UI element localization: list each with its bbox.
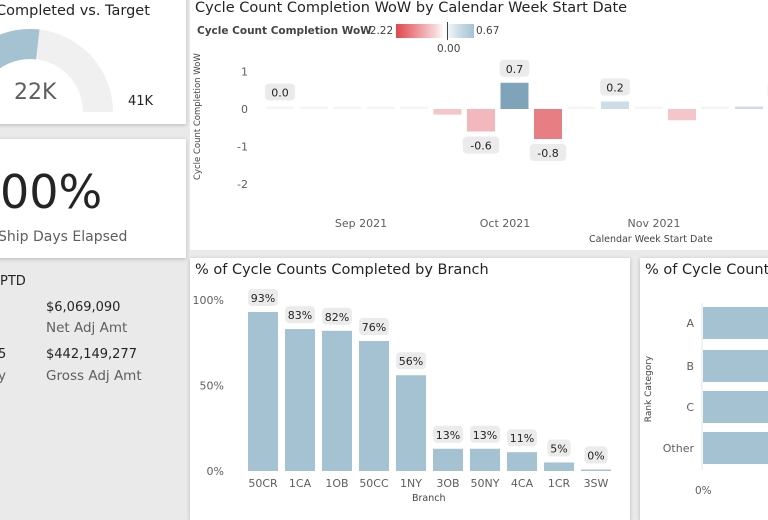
branch-x-tick-8: 1CR — [548, 477, 571, 490]
wow-x-tick-0: Sep 2021 — [335, 217, 387, 230]
branch-data-label-7: 11% — [510, 432, 534, 445]
wow-bar-2 — [333, 107, 361, 110]
branch-x-tick-9: 3SW — [584, 477, 609, 490]
wow-bar-7 — [501, 83, 529, 109]
branch-bar-1 — [285, 329, 315, 471]
wow-bar-8 — [534, 109, 562, 139]
wow-bar-4 — [400, 107, 428, 110]
branch-card: % of Cycle Counts Completed by Branch 0%… — [190, 258, 630, 520]
ptd-net-label: Net Adj Amt — [46, 320, 127, 336]
branch-chart: 0% 50% 100% 93% 50CR 83% 1CA 82% 1OB 76% 50CC 56% 1N… — [190, 258, 630, 520]
rank-bar-0 — [703, 307, 768, 339]
kpi-card: 00% Ship Days Elapsed — [0, 139, 186, 258]
wow-bar-6 — [467, 109, 495, 132]
gauge-value-label: 22K — [14, 80, 56, 105]
wow-bar-11 — [635, 107, 663, 110]
ptd-gross-value: $442,149,277 — [46, 347, 137, 362]
branch-bar-6 — [470, 449, 500, 471]
branch-bar-4 — [396, 375, 426, 471]
branch-x-tick-7: 4CA — [511, 477, 534, 490]
branch-data-label-1: 83% — [288, 309, 312, 322]
rank-y-tick-1: B — [686, 360, 694, 373]
ptd-gross-prefix: 5 — [0, 347, 6, 362]
gauge-target-label: 41K — [128, 94, 153, 109]
wow-bar-5 — [434, 109, 462, 115]
wow-x-axis-title: Calendar Week Start Date — [589, 234, 713, 245]
rank-y-tick-3: Other — [663, 442, 695, 455]
gauge-card: Completed vs. Target 22K 41K — [0, 0, 186, 124]
branch-bar-9 — [581, 470, 611, 472]
wow-y-tick-0: 1 — [241, 66, 248, 79]
branch-bar-0 — [248, 312, 278, 471]
rank-y-axis-title: Rank Category — [644, 349, 654, 429]
branch-x-tick-3: 50CC — [359, 477, 389, 490]
branch-data-label-5: 13% — [436, 429, 460, 442]
branch-bar-8 — [544, 462, 574, 471]
wow-data-label-10: 0.2 — [606, 82, 624, 95]
wow-bar-3 — [367, 107, 395, 110]
branch-x-tick-5: 3OB — [436, 477, 459, 490]
rank-bar-1 — [703, 350, 768, 382]
branch-data-label-2: 82% — [325, 311, 349, 324]
wow-data-label-8: -0.8 — [537, 147, 558, 160]
branch-data-label-4: 56% — [399, 355, 423, 368]
wow-x-tick-1: Oct 2021 — [480, 217, 531, 230]
rank-chart: A B C Other — [640, 258, 768, 520]
branch-y-tick-2: 100% — [193, 294, 224, 307]
wow-bar-13 — [702, 107, 730, 110]
wow-data-label-6: -0.6 — [470, 140, 491, 153]
branch-data-label-9: 0% — [587, 450, 604, 463]
branch-data-label-3: 76% — [362, 321, 386, 334]
wow-y-tick-3: -2 — [237, 178, 248, 191]
wow-data-label-7: 0.7 — [506, 63, 524, 76]
branch-x-tick-2: 1OB — [325, 477, 348, 490]
branch-bar-7 — [507, 452, 537, 471]
wow-x-tick-2: Nov 2021 — [628, 217, 681, 230]
wow-bar-12 — [668, 109, 696, 120]
branch-y-tick-1: 50% — [200, 380, 224, 393]
wow-card: Cycle Count Completion WoW by Calendar W… — [190, 0, 768, 250]
wow-y-tick-2: -1 — [237, 141, 248, 154]
branch-x-tick-0: 50CR — [248, 477, 278, 490]
branch-y-tick-0: 0% — [207, 465, 224, 478]
ptd-header: PTD — [0, 274, 26, 289]
branch-x-axis-title: Branch — [412, 493, 446, 504]
branch-x-tick-4: 1NY — [400, 477, 422, 490]
wow-bar-14 — [735, 107, 763, 110]
gauge-chart — [0, 0, 186, 124]
branch-data-label-8: 5% — [550, 442, 567, 455]
wow-bar-0 — [266, 107, 294, 110]
rank-y-tick-2: C — [686, 401, 694, 414]
ptd-left-label-fragment: y — [0, 368, 6, 384]
rank-bar-2 — [703, 391, 768, 423]
kpi-value: 00% — [0, 165, 102, 219]
branch-x-tick-1: 1CA — [289, 477, 312, 490]
wow-bar-10 — [601, 102, 629, 110]
rank-bar-3 — [703, 432, 768, 464]
wow-y-axis-title: Cycle Count Completion WoW — [193, 90, 203, 180]
branch-data-label-0: 93% — [251, 292, 275, 305]
branch-bar-2 — [322, 331, 352, 471]
wow-bar-9 — [568, 107, 596, 110]
wow-chart: 10-1-20.0-0.60.7-0.80.20.1-1.1Sep 2021Oc… — [190, 0, 768, 250]
branch-bar-5 — [433, 449, 463, 471]
kpi-label: Ship Days Elapsed — [0, 229, 127, 245]
ptd-gross-label: Gross Adj Amt — [46, 368, 142, 384]
branch-x-tick-6: 50NY — [471, 477, 500, 490]
branch-data-label-6: 13% — [473, 429, 497, 442]
rank-y-tick-0: A — [686, 317, 694, 330]
ptd-net-value: $6,069,090 — [46, 300, 120, 315]
wow-data-label-0: 0.0 — [271, 87, 289, 100]
branch-bar-3 — [359, 341, 389, 471]
wow-bar-1 — [300, 107, 328, 110]
wow-y-tick-1: 0 — [241, 103, 248, 116]
rank-x-tick-0: 0% — [695, 485, 712, 497]
